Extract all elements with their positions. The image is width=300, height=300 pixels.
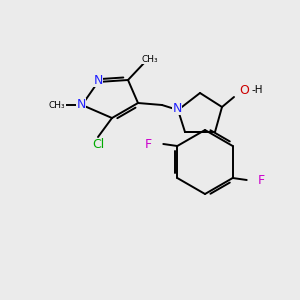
Text: CH₃: CH₃ <box>49 100 65 109</box>
Text: F: F <box>145 137 152 151</box>
Text: O: O <box>239 83 249 97</box>
Text: N: N <box>76 98 86 112</box>
Text: CH₃: CH₃ <box>142 55 158 64</box>
Text: N: N <box>93 74 103 86</box>
Text: N: N <box>172 101 182 115</box>
Text: -H: -H <box>252 85 263 95</box>
Text: F: F <box>258 173 265 187</box>
Text: Cl: Cl <box>92 139 104 152</box>
